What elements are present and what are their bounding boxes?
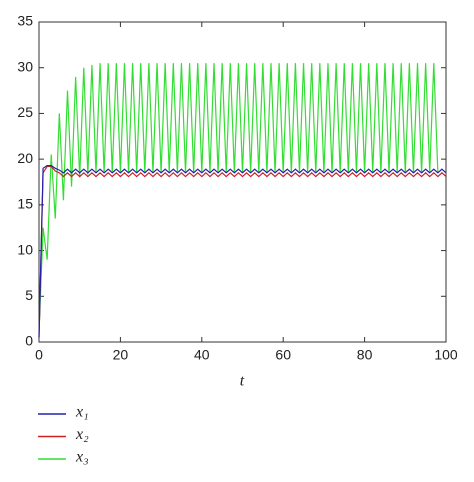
x-tick-label: 40: [194, 347, 210, 363]
y-tick-label: 25: [17, 104, 33, 120]
y-tick-label: 0: [25, 333, 33, 349]
legend-label: x₁: [75, 404, 89, 421]
x-tick-label: 0: [35, 347, 43, 363]
y-tick-label: 10: [17, 241, 33, 257]
y-tick-label: 20: [17, 150, 33, 166]
series-line: [38, 63, 439, 333]
x-tick-label: 80: [357, 347, 373, 363]
y-tick-label: 35: [17, 13, 33, 29]
x-tick-label: 60: [275, 347, 291, 363]
y-tick-label: 30: [17, 58, 33, 74]
series-line: [38, 165, 447, 338]
legend-label: x₂: [75, 426, 89, 443]
y-tick-label: 15: [17, 196, 33, 212]
x-tick-label: 100: [434, 347, 458, 363]
plot-frame: [38, 21, 447, 343]
legend-label: x₃: [75, 449, 89, 466]
y-tick-label: 5: [25, 287, 33, 303]
x-axis-label: t: [240, 373, 245, 390]
x-tick-label: 20: [113, 347, 129, 363]
series-line: [38, 164, 447, 338]
